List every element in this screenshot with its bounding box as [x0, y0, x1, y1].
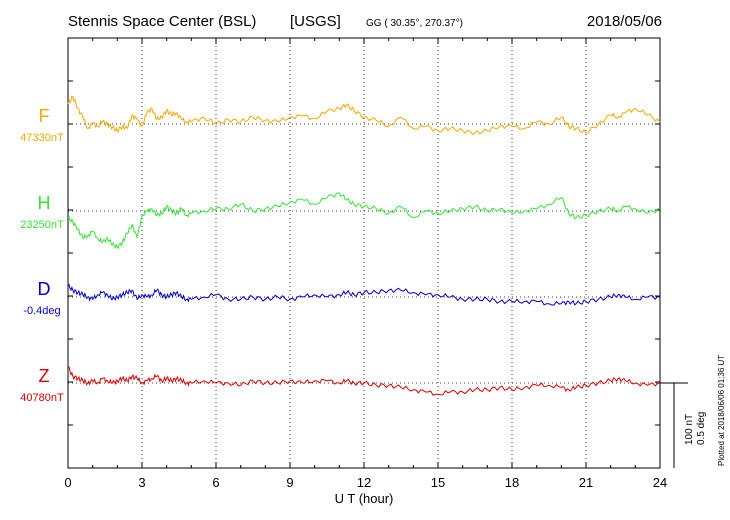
- x-tick-label: 9: [286, 475, 293, 490]
- series-name-z: Z: [39, 366, 50, 386]
- x-tick-labels: 0 3 6 9 12 15 18 21 24: [64, 475, 667, 490]
- component-labels: F 47330nT H 23250nT D -0.4deg Z 40780nT: [20, 106, 64, 404]
- series-baseline-h: 23250nT: [20, 219, 64, 231]
- x-tick-label: 0: [64, 475, 71, 490]
- agency-label: [USGS]: [290, 13, 341, 30]
- series-name-h: H: [38, 193, 51, 213]
- date-label: 2018/05/06: [587, 13, 662, 30]
- scale-deg-label: 0.5 deg: [696, 412, 707, 445]
- series-name-f: F: [39, 106, 50, 126]
- x-tick-label: 21: [579, 475, 593, 490]
- series-baseline-z: 40780nT: [20, 392, 64, 404]
- series-name-d: D: [38, 279, 51, 299]
- x-tick-label: 18: [505, 475, 519, 490]
- plotted-timestamp: Plotted at 2018/06/06 01:36 UT: [717, 355, 726, 466]
- x-tick-label: 3: [138, 475, 145, 490]
- coordinates-label: GG ( 30.35°, 270.37°): [366, 18, 463, 29]
- series-line-d: [67, 283, 661, 306]
- series-baseline-f: 47330nT: [20, 132, 64, 144]
- x-tick-label: 24: [653, 475, 667, 490]
- scale-bar: 100 nT 0.5 deg: [660, 382, 707, 468]
- x-tick-label: 12: [357, 475, 371, 490]
- series-line-h: [67, 192, 660, 250]
- x-axis-label: U T (hour): [335, 491, 394, 506]
- x-tick-label: 15: [431, 475, 445, 490]
- series-baseline-d: -0.4deg: [23, 305, 60, 317]
- station-title: Stennis Space Center (BSL): [68, 13, 256, 30]
- series-line-z: [67, 366, 661, 396]
- series-line-f: [67, 95, 661, 136]
- grid-lines: [67, 37, 661, 469]
- scale-nt-label: 100 nT: [684, 414, 695, 445]
- x-tick-label: 6: [212, 475, 219, 490]
- series-layer: [67, 95, 661, 396]
